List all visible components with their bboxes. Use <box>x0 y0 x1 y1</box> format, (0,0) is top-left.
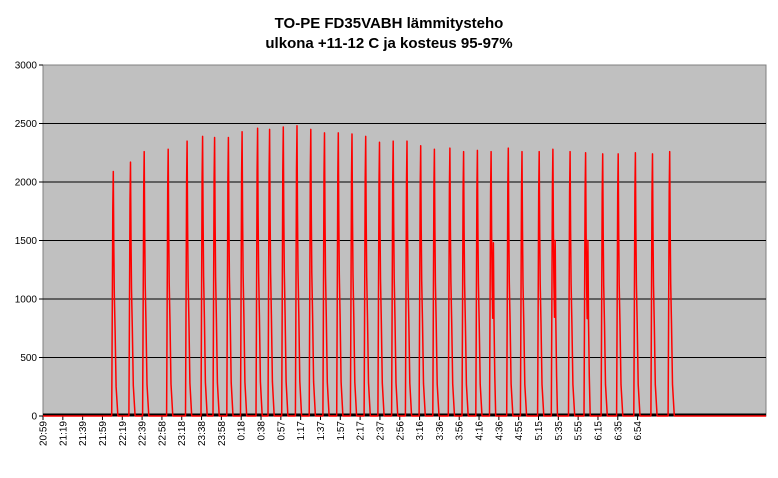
x-tick-label: 5:55 <box>574 421 585 441</box>
chart-title-line-2: ulkona +11-12 C ja kosteus 95-97% <box>265 35 513 52</box>
x-axis: 20:59 21:19 21:39 21:59 22:19 22:39 22:58 23:18… <box>39 416 644 446</box>
x-tick-label: 21:19 <box>58 421 69 446</box>
x-tick-label: 6:15 <box>593 421 604 441</box>
series-line <box>43 125 766 417</box>
x-tick-label: 5:35 <box>554 421 565 441</box>
x-tick-label: 5:15 <box>534 421 545 441</box>
x-tick-label: 6:54 <box>633 421 644 441</box>
x-tick-label: 1:57 <box>336 421 347 441</box>
x-tick-label: 2:37 <box>375 421 386 441</box>
x-tick-label: 3:16 <box>415 421 426 441</box>
x-tick-label: 3:36 <box>435 421 446 441</box>
x-tick-label: 3:56 <box>455 421 466 441</box>
y-tick-label: 500 <box>20 353 37 364</box>
x-tick-label: 21:59 <box>98 421 109 446</box>
y-tick-label: 1500 <box>15 236 38 247</box>
x-tick-label: 23:58 <box>217 421 228 446</box>
y-tick-label: 2000 <box>15 178 38 189</box>
x-tick-label: 21:39 <box>78 421 89 446</box>
x-tick-label: 4:16 <box>475 421 486 441</box>
y-tick-label: 0 <box>31 412 37 423</box>
x-tick-label: 23:38 <box>197 421 208 446</box>
x-tick-label: 4:55 <box>514 421 525 441</box>
x-tick-label: 0:57 <box>276 421 287 441</box>
x-tick-label: 23:18 <box>177 421 188 446</box>
x-tick-label: 1:17 <box>296 421 307 441</box>
x-tick-label: 4:36 <box>494 421 505 441</box>
y-tick-label: 3000 <box>15 61 38 72</box>
x-tick-label: 20:59 <box>39 421 50 446</box>
x-tick-label: 22:19 <box>118 421 129 446</box>
x-tick-label: 2:17 <box>356 421 367 441</box>
x-tick-label: 0:18 <box>237 421 248 441</box>
chart-title-line-1: TO-PE FD35VABH lämmitysteho <box>274 15 504 32</box>
x-tick-label: 0:38 <box>257 421 268 441</box>
grid-lines <box>43 123 766 358</box>
y-axis: 0 500 1000 1500 2000 2500 3000 <box>15 61 43 423</box>
x-tick-label: 6:35 <box>613 421 624 441</box>
x-tick-label: 22:58 <box>157 421 168 446</box>
y-tick-label: 2500 <box>15 119 38 130</box>
chart-title: TO-PE FD35VABH lämmitysteho ulkona +11-1… <box>0 14 778 54</box>
x-tick-label: 1:37 <box>316 421 327 441</box>
y-tick-label: 1000 <box>15 295 38 306</box>
x-tick-label: 22:39 <box>138 421 149 446</box>
x-tick-label: 2:56 <box>395 421 406 441</box>
